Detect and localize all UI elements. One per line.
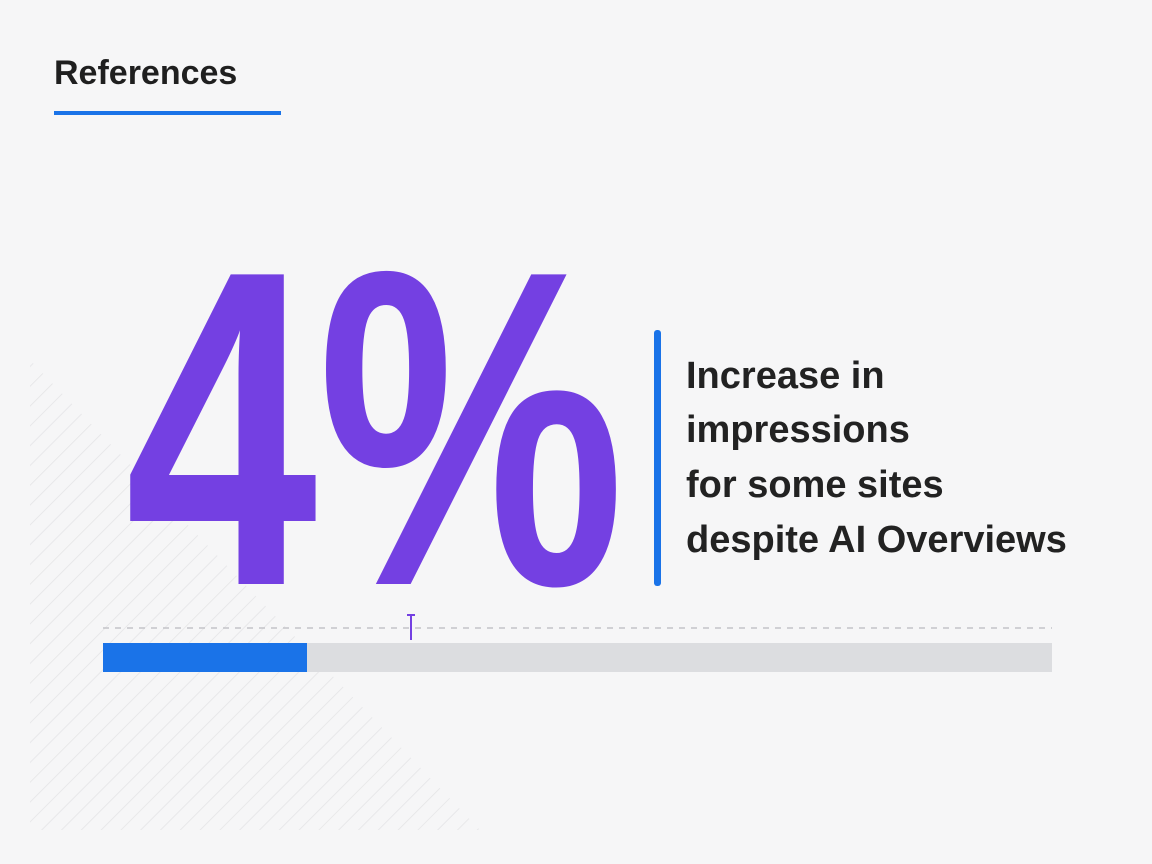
divider — [654, 330, 661, 586]
title-underline — [54, 111, 281, 115]
hatch-decoration — [30, 360, 480, 830]
caption-line: despite AI Overviews — [686, 519, 1067, 561]
caption-line: for some sites — [686, 464, 944, 506]
section-title: References — [54, 54, 237, 92]
caption-line: impressions — [686, 409, 910, 451]
caption-line: Increase in — [686, 355, 885, 397]
progress-fill — [103, 643, 307, 672]
stat-value: 4% — [125, 178, 625, 680]
